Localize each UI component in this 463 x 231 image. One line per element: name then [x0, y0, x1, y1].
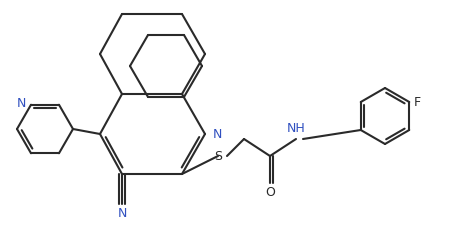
Text: N: N [117, 207, 126, 219]
Text: F: F [413, 96, 420, 109]
Text: S: S [213, 150, 221, 163]
Text: N: N [17, 97, 26, 110]
Text: N: N [213, 128, 222, 141]
Text: NH: NH [286, 122, 305, 134]
Text: O: O [264, 186, 275, 199]
